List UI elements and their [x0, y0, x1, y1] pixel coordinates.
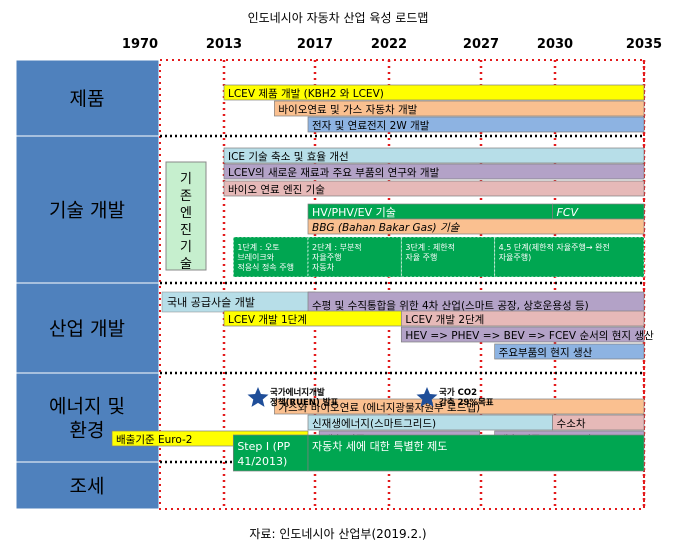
chart-title: 인도네시아 자동차 산업 육성 로드맵: [248, 11, 429, 25]
existing-engine-label: 술: [180, 257, 192, 272]
roadmap-bar: [494, 343, 645, 360]
roadmap-bar: [552, 414, 645, 431]
existing-engine-label: 기: [180, 240, 192, 255]
milestone-label: 정책(RUEN) 발표: [270, 397, 339, 408]
section-tax-header: [15, 461, 160, 510]
roadmap-bar-label: ICE 기술 축소 및 효율 개선: [228, 151, 349, 163]
roadmap-bar-label: LCEV 개발 1단계: [228, 314, 307, 326]
year-tick-label: 2017: [297, 37, 333, 52]
existing-engine-label: 진: [180, 223, 192, 238]
milestone-label: 국가에너지개발: [270, 387, 325, 398]
roadmap-bar-label: 가스와 바이오연료 (에너지광물자원부 로드맵): [278, 402, 480, 414]
category-label: 조세: [70, 476, 105, 498]
roadmap-bar-label: Step I (PP: [237, 440, 290, 453]
autonomy-stage-box: [494, 236, 645, 278]
roadmap-bar: [307, 434, 645, 472]
roadmap-bar: [274, 100, 645, 117]
roadmap-bar: [274, 398, 645, 415]
roadmap-bar-label: 41/2013): [237, 455, 287, 468]
domestic-supply-chain-label: 국내 공급사슬 개발: [167, 296, 255, 309]
existing-engine-label: 엔: [180, 206, 192, 221]
autonomy-stage-label: 2단계 : 부분적: [312, 242, 362, 252]
year-tick-label: 2035: [626, 37, 662, 52]
section-energy-header: [15, 372, 160, 463]
autonomy-stage-label: 자율 주행: [405, 252, 437, 262]
roadmap-bar: [400, 326, 645, 343]
category-label: 산업 개발: [49, 318, 125, 340]
roadmap-bar-label: FCV: [557, 206, 580, 219]
roadmap-bar: [223, 180, 645, 197]
existing-engine-label-box: [165, 161, 207, 271]
section-industry-header: [15, 282, 160, 374]
autonomy-stage-label: 3단계 : 제한적: [405, 242, 455, 252]
roadmap-bar-label: 자동차 세에 대한 특별한 제도: [312, 440, 447, 453]
roadmap-bar-label: 바이오연료 및 가스 자동차 개발: [278, 104, 417, 116]
roadmap-bar-label: LCEV 제품 개발 (KBH2 와 LCEV): [228, 88, 384, 100]
roadmap-bar: [223, 163, 645, 180]
roadmap-bar-label: HV/PHV/EV 기술: [312, 206, 396, 219]
roadmap-bar-label: 주요부품의 현지 생산: [499, 347, 593, 359]
year-tick-label: 2027: [463, 37, 499, 52]
year-tick-label: 1970: [122, 37, 158, 52]
category-label: 환경: [70, 420, 105, 442]
category-label: 기술 개발: [49, 200, 125, 222]
roadmap-bar: [223, 84, 645, 101]
roadmap-bar-label: 수평 및 수직통합을 위한 4차 산업(스마트 공장, 상호운용성 등): [312, 299, 589, 312]
autonomy-stage-label: 1단계 : 오토: [237, 242, 279, 252]
autonomy-stage-label: 자율주행: [312, 252, 341, 262]
roadmap-bar-label: 전자 및 연료전지 2W 개발: [312, 120, 430, 132]
roadmap-bar-label: LCEV의 새로운 재료과 주요 부품의 연구와 개발: [228, 167, 440, 179]
existing-engine-label: 기: [180, 172, 192, 187]
autonomy-stage-label: 4,5 단계(제한적 자율주행→ 완전: [499, 242, 610, 252]
milestone-star-icon: [247, 387, 269, 407]
autonomy-stage-label: 적응식 정속 주행: [237, 262, 294, 272]
roadmap-bar-label: 배출기준 Euro-2: [116, 434, 192, 446]
autonomy-stage-label: 자율주행): [499, 252, 532, 262]
autonomy-stage-label: 자동차: [312, 263, 335, 272]
section-tech-header: [15, 135, 160, 284]
section-product-header: [15, 59, 160, 137]
roadmap-bar-label: LCEV 개발 2단계: [405, 314, 484, 326]
roadmap-bar-label: HEV => PHEV => BEV => FCEV 순서의 현지 생산: [405, 330, 654, 342]
milestone-label: 감축 29%목표: [439, 397, 494, 408]
roadmap-bar: [307, 116, 645, 133]
year-tick-label: 2013: [206, 37, 242, 52]
year-tick-label: 2030: [537, 37, 573, 52]
autonomy-stage-label: 브레이크와: [237, 252, 274, 262]
autonomy-stage-box: [232, 236, 309, 278]
roadmap-bar: [232, 434, 309, 472]
roadmap-bar: [223, 147, 645, 164]
category-label: 에너지 및: [49, 396, 125, 418]
year-tick-label: 2022: [371, 37, 407, 52]
roadmap-bar-label: BBG (Bahan Bakar Gas) 기술: [312, 222, 461, 234]
category-label: 제품: [70, 88, 105, 110]
timeline-frame: [159, 59, 645, 510]
roadmap-bar-label: 신재생에너지(스마트그리드): [312, 418, 436, 430]
milestone-star-icon: [416, 387, 438, 407]
roadmap-bar-label: 바이오 연료 엔진 기술: [228, 184, 325, 196]
roadmap-bar: [400, 310, 645, 327]
roadmap-bar: [307, 218, 645, 235]
source-note: 자료: 인도네시아 산업부(2019.2.): [249, 527, 426, 541]
roadmap-bar-label: 수소차: [557, 418, 586, 430]
milestone-label: 국가 CO2: [439, 387, 477, 398]
existing-engine-label: 존: [180, 189, 192, 204]
